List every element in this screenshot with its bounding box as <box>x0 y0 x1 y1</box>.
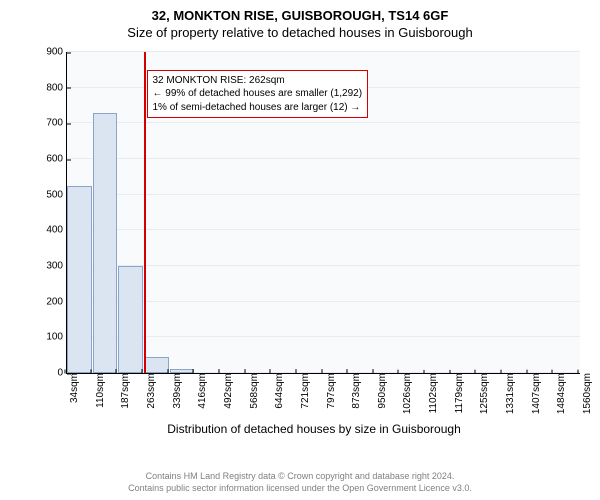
y-tick-label: 900 <box>46 47 67 58</box>
histogram-bar <box>67 186 92 373</box>
plot-region: 010020030040050060070080090034sqm110sqm1… <box>66 52 580 374</box>
footer-line1: Contains HM Land Registry data © Crown c… <box>0 470 600 482</box>
chart-area: Number of detached properties 0100200300… <box>48 52 580 432</box>
x-tick-label: 1102sqm <box>426 373 439 413</box>
footer-attribution: Contains HM Land Registry data © Crown c… <box>0 470 600 494</box>
y-tick-label: 0 <box>57 368 67 379</box>
x-tick-label: 1179sqm <box>452 373 465 413</box>
histogram-bar <box>118 266 143 373</box>
y-tick-label: 700 <box>46 118 67 129</box>
x-tick-label: 1484sqm <box>554 373 567 414</box>
x-tick-label: 34sqm <box>67 373 80 403</box>
x-axis-label: Distribution of detached houses by size … <box>48 422 580 436</box>
address-title: 32, MONKTON RISE, GUISBOROUGH, TS14 6GF <box>0 8 600 23</box>
annotation-box: 32 MONKTON RISE: 262sqm← 99% of detached… <box>147 70 369 119</box>
x-tick-label: 644sqm <box>272 373 285 409</box>
x-tick-label: 110sqm <box>93 373 106 408</box>
x-tick-label: 187sqm <box>118 373 131 409</box>
x-tick-label: 1026sqm <box>400 373 413 414</box>
annotation-line: 1% of semi-detached houses are larger (1… <box>153 101 363 115</box>
y-tick-label: 600 <box>46 154 67 165</box>
chart-subtitle: Size of property relative to detached ho… <box>0 25 600 40</box>
x-tick-label: 263sqm <box>144 373 157 409</box>
y-tick-label: 200 <box>46 296 67 307</box>
title-block: 32, MONKTON RISE, GUISBOROUGH, TS14 6GF … <box>0 0 600 40</box>
x-tick-label: 1560sqm <box>580 373 593 414</box>
x-tick-label: 416sqm <box>195 373 208 409</box>
histogram-bar <box>144 357 169 373</box>
histogram-bar <box>93 113 118 373</box>
y-tick-label: 300 <box>46 261 67 272</box>
x-tick-label: 950sqm <box>375 373 388 409</box>
x-tick-label: 568sqm <box>247 373 260 409</box>
x-tick-label: 1331sqm <box>503 373 516 414</box>
x-tick-label: 1407sqm <box>529 373 542 414</box>
x-tick-label: 492sqm <box>221 373 234 409</box>
y-tick-label: 400 <box>46 225 67 236</box>
y-tick-label: 800 <box>46 82 67 93</box>
y-tick-label: 500 <box>46 189 67 200</box>
x-tick-label: 339sqm <box>170 373 183 409</box>
annotation-line: ← 99% of detached houses are smaller (1,… <box>153 87 363 101</box>
footer-line2: Contains public sector information licen… <box>0 482 600 494</box>
x-tick-label: 1255sqm <box>477 373 490 414</box>
x-tick-label: 873sqm <box>349 373 362 409</box>
x-tick-label: 721sqm <box>298 373 311 409</box>
annotation-line: 32 MONKTON RISE: 262sqm <box>153 74 363 88</box>
x-tick-label: 797sqm <box>324 373 337 409</box>
y-tick-label: 100 <box>46 332 67 343</box>
